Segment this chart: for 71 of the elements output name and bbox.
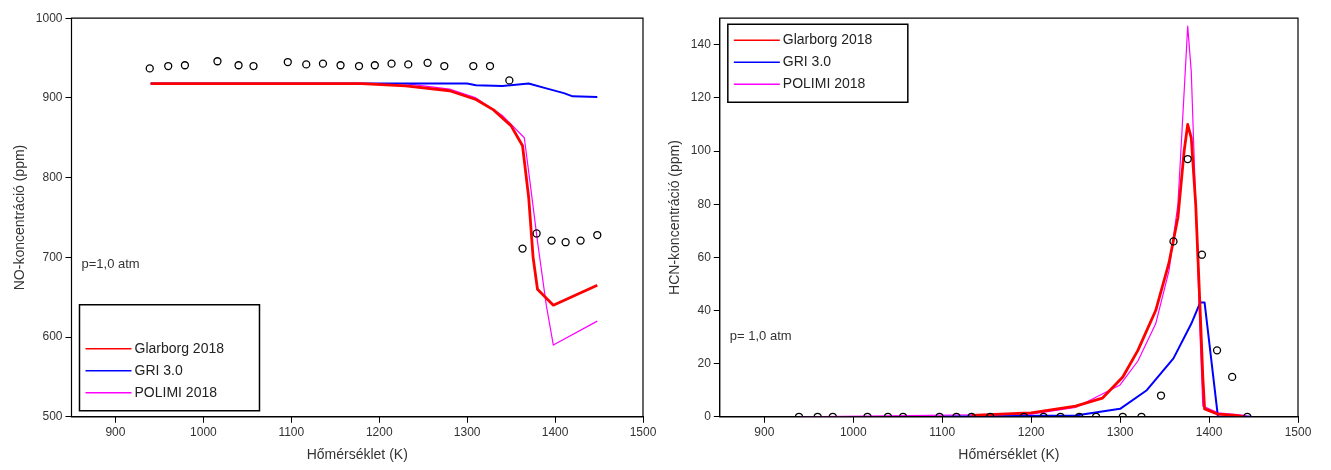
point xyxy=(213,57,222,66)
y-tick-label: 20 xyxy=(697,355,712,370)
point xyxy=(1183,154,1192,164)
y-axis-title: HCN-koncentráció (ppm) xyxy=(666,140,683,295)
y-tick-label: 500 xyxy=(42,409,63,424)
y-tick-label: 80 xyxy=(697,196,712,211)
point xyxy=(576,236,585,245)
x-tick-label: 1400 xyxy=(541,425,569,440)
point xyxy=(532,229,541,238)
x-tick-label: 1100 xyxy=(278,425,305,440)
point xyxy=(336,61,345,70)
point xyxy=(440,61,449,71)
point xyxy=(561,238,570,247)
y-tick-label: 900 xyxy=(42,90,63,105)
annotation: p= 1,0 atm xyxy=(729,328,792,344)
point xyxy=(423,58,432,67)
point xyxy=(1212,346,1222,355)
point xyxy=(164,61,173,71)
point xyxy=(1197,250,1207,259)
y-tick-label: 800 xyxy=(42,169,63,184)
point xyxy=(234,61,243,70)
y-tick-label: 60 xyxy=(697,249,712,264)
y-tick-label: 700 xyxy=(42,249,63,264)
y-tick-label: 0 xyxy=(704,409,712,424)
point xyxy=(485,61,495,71)
point xyxy=(145,64,154,73)
y-tick-label: 100 xyxy=(690,143,712,158)
x-tick-label: 1000 xyxy=(190,425,218,440)
point xyxy=(547,236,556,245)
point xyxy=(354,61,364,71)
x-tick-label: 1000 xyxy=(839,425,867,440)
x-axis-title: Hőmérséklet (K) xyxy=(958,446,1060,463)
legend-label: GRI 3.0 xyxy=(782,53,832,70)
y-axis-title: NO-koncentráció (ppm) xyxy=(11,144,28,291)
y-tick-label: 120 xyxy=(690,90,712,105)
point xyxy=(404,60,413,69)
x-tick-label: 900 xyxy=(105,425,126,440)
legend-label: GRI 3.0 xyxy=(134,361,183,378)
x-tick-label: 900 xyxy=(754,425,775,440)
x-tick-label: 1200 xyxy=(1017,425,1045,440)
point xyxy=(518,244,527,253)
x-tick-label: 1400 xyxy=(1195,425,1223,440)
point xyxy=(469,61,478,71)
x-tick-label: 1200 xyxy=(365,425,393,440)
legend-label: POLIMI 2018 xyxy=(782,75,866,92)
y-tick-label: 40 xyxy=(697,302,712,317)
point xyxy=(283,57,292,67)
x-tick-label: 1500 xyxy=(1284,425,1312,440)
point xyxy=(318,59,328,68)
y-tick-label: 140 xyxy=(690,37,712,52)
point xyxy=(593,230,602,240)
point xyxy=(1169,237,1178,246)
point xyxy=(370,61,379,70)
annotation: p=1,0 atm xyxy=(81,256,140,272)
legend-label: Glarborg 2018 xyxy=(134,339,225,356)
point xyxy=(180,61,190,70)
point xyxy=(387,59,396,68)
x-tick-label: 1500 xyxy=(629,425,657,440)
x-tick-label: 1300 xyxy=(453,425,481,440)
point xyxy=(249,61,258,71)
y-tick-label: 600 xyxy=(42,329,63,344)
point xyxy=(1156,391,1166,400)
x-tick-label: 1100 xyxy=(929,425,956,440)
y-tick-label: 1000 xyxy=(35,10,63,25)
point xyxy=(1228,372,1237,382)
point xyxy=(505,76,514,85)
legend-label: Glarborg 2018 xyxy=(782,31,873,48)
point xyxy=(302,60,311,69)
x-axis-title: Hőmérséklet (K) xyxy=(306,446,408,463)
x-tick-label: 1300 xyxy=(1106,425,1134,440)
legend-label: POLIMI 2018 xyxy=(134,383,218,400)
